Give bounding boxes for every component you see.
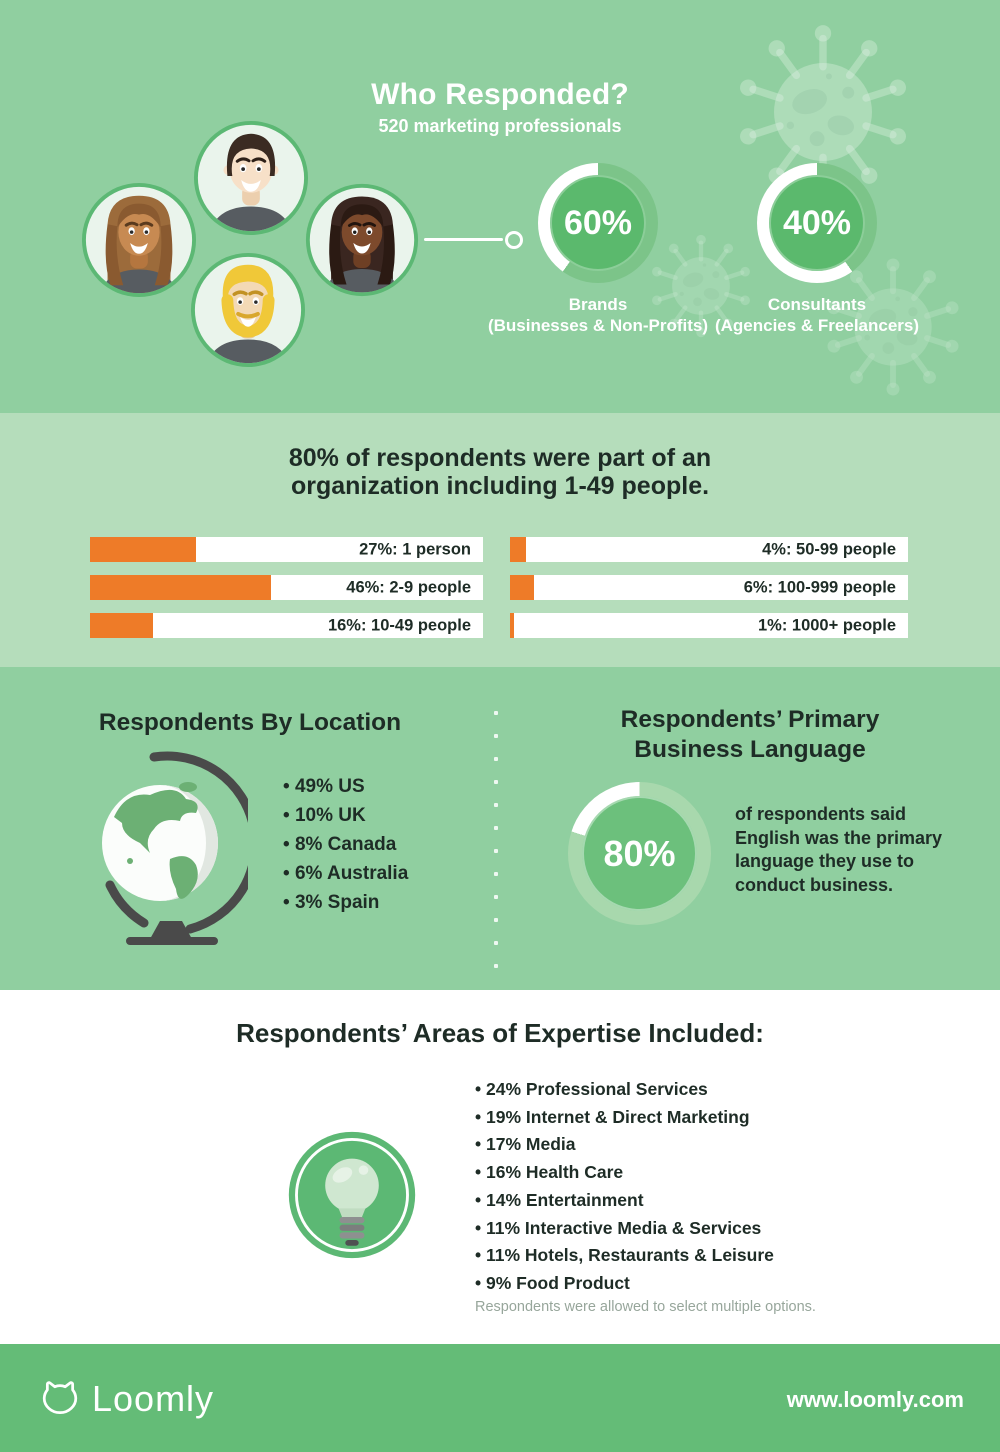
list-item: 10% UK — [283, 801, 408, 830]
location-title: Respondents By Location — [98, 709, 402, 736]
bar-50-99-people: 4%: 50-99 people — [510, 537, 908, 562]
page-subtitle: 520 marketing professionals — [378, 116, 622, 136]
list-item: 17% Media — [475, 1131, 774, 1159]
org-size-title: 80% of respondents were part of an organ… — [288, 444, 712, 500]
bar-fill — [90, 575, 271, 600]
bar-label: 46%: 2-9 people — [346, 578, 471, 596]
list-item: 14% Entertainment — [475, 1187, 774, 1215]
donut-chart-brands: 60% — [538, 163, 658, 283]
list-item: 16% Health Care — [475, 1159, 774, 1187]
language-title: Respondents’ Primary Business Language — [620, 706, 880, 763]
donut-brands-caption: Brands (Businesses & Non-Profits) — [487, 295, 709, 335]
section-expertise: Respondents’ Areas of Expertise Included… — [0, 990, 1000, 1344]
expertise-footnote: Respondents were allowed to select multi… — [475, 1299, 816, 1315]
list-item: 8% Canada — [283, 830, 408, 859]
connector-line — [424, 238, 503, 241]
bar-fill — [510, 575, 534, 600]
bar-1000-plus-people: 1%: 1000+ people — [510, 613, 908, 638]
donut-consultants-value: 40% — [782, 203, 852, 242]
avatar-man-blonde-beard — [190, 252, 306, 368]
donut-language-value: 80% — [603, 832, 676, 874]
donut-chart-language: 80% — [568, 782, 711, 925]
bar-fill — [510, 613, 514, 638]
donut-consultants-caption: Consultants (Agencies & Freelancers) — [714, 295, 920, 335]
footer — [0, 1344, 1000, 1452]
bar-fill — [90, 613, 153, 638]
donut-chart-consultants: 40% — [757, 163, 877, 283]
list-item: 9% Food Product — [475, 1270, 774, 1298]
list-item: 19% Internet & Direct Marketing — [475, 1104, 774, 1132]
donut-brands-value: 60% — [563, 203, 633, 242]
bar-10-49-people: 16%: 10-49 people — [90, 613, 483, 638]
connector-dot — [505, 231, 523, 249]
list-item: 6% Australia — [283, 859, 408, 888]
expertise-title: Respondents’ Areas of Expertise Included… — [236, 1018, 764, 1048]
globe-icon — [102, 751, 248, 945]
footer-url: www.loomly.com — [786, 1387, 964, 1412]
location-list: 49% US 10% UK 8% Canada 6% Australia 3% … — [283, 772, 408, 917]
brand-name: Loomly — [92, 1378, 215, 1419]
section-who-responded: Who Responded? 520 marketing professiona… — [0, 0, 1000, 413]
list-item: 24% Professional Services — [475, 1076, 774, 1104]
lightbulb-icon — [288, 1131, 416, 1259]
list-item: 49% US — [283, 772, 408, 801]
expertise-list: 24% Professional Services 19% Internet &… — [475, 1076, 774, 1298]
list-item: 3% Spain — [283, 888, 408, 917]
list-item: 11% Hotels, Restaurants & Leisure — [475, 1242, 774, 1270]
bar-fill — [510, 537, 526, 562]
avatar-woman-brown-hair — [81, 182, 197, 298]
bar-label: 16%: 10-49 people — [327, 616, 471, 634]
list-item: 11% Interactive Media & Services — [475, 1215, 774, 1243]
bar-2-9-people: 46%: 2-9 people — [90, 575, 483, 600]
bar-100-999-people: 6%: 100-999 people — [510, 575, 908, 600]
page-title: Who Responded? — [371, 78, 629, 111]
language-description: of respondents said English was the prim… — [735, 804, 943, 895]
avatar-man-dark-hair — [193, 120, 309, 236]
loomly-logo-icon — [42, 1381, 78, 1415]
bar-fill — [90, 537, 197, 562]
bar-label: 27%: 1 person — [359, 540, 471, 558]
dotted-divider — [494, 711, 498, 968]
bar-label: 1%: 1000+ people — [757, 616, 896, 634]
section-organization-size: 80% of respondents were part of an organ… — [0, 413, 1000, 667]
section-location-language: Respondents By Location 49% US 10% UK 8%… — [0, 667, 1000, 990]
bar-1-person: 27%: 1 person — [90, 537, 483, 562]
bar-label: 6%: 100-999 people — [743, 578, 896, 596]
avatar-woman-dark-hair — [305, 183, 419, 297]
bar-label: 4%: 50-99 people — [762, 540, 896, 558]
